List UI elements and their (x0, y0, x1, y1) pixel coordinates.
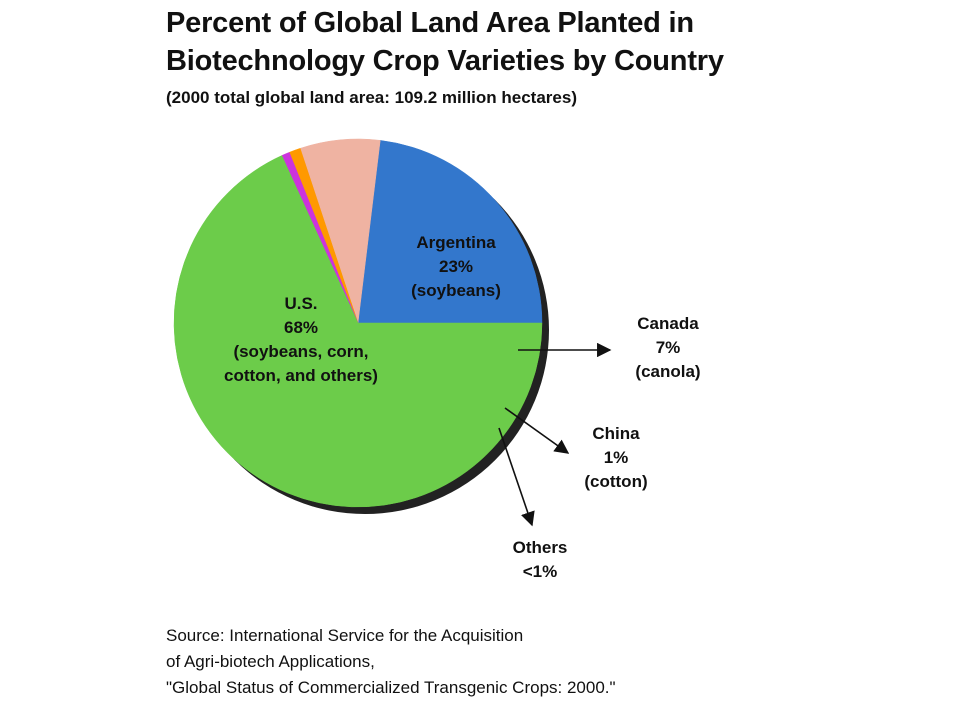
leader-line-china (504, 407, 570, 454)
pie-slice-u-s (173, 155, 543, 508)
chart-title-line-2: Biotechnology Crop Varieties by Country (166, 45, 724, 77)
slice-label-canada: Canada 7% (canola) (635, 314, 700, 381)
slice-label-others: Others <1% (513, 538, 568, 581)
leader-line-others (498, 427, 535, 527)
source-note: Source: International Service for the Ac… (166, 623, 616, 701)
slice-labels: Argentina 23% (soybeans) Canada 7% (canola) Ch… (224, 233, 701, 581)
pie-slices (173, 138, 543, 508)
source-line-3: "Global Status of Commercialized Transge… (166, 678, 616, 697)
chart-title-line-1: Percent of Global Land Area Planted in (166, 7, 694, 39)
chart-title: Percent of Global Land Area Planted in B… (166, 4, 724, 80)
source-line-2: of Agri-biotech Applications, (166, 652, 375, 671)
pie-slice-argentina (357, 140, 543, 324)
slice-label-china: China 1% (cotton) (584, 424, 647, 491)
chart-subtitle: (2000 total global land area: 109.2 mill… (166, 88, 577, 107)
slice-label-argentina: Argentina 23% (soybeans) (411, 233, 501, 300)
source-line-1: Source: International Service for the Ac… (166, 626, 524, 645)
leader-lines (498, 342, 612, 527)
slice-label-u-s: U.S. 68% (soybeans, corn, cotton, and other… (224, 294, 378, 385)
